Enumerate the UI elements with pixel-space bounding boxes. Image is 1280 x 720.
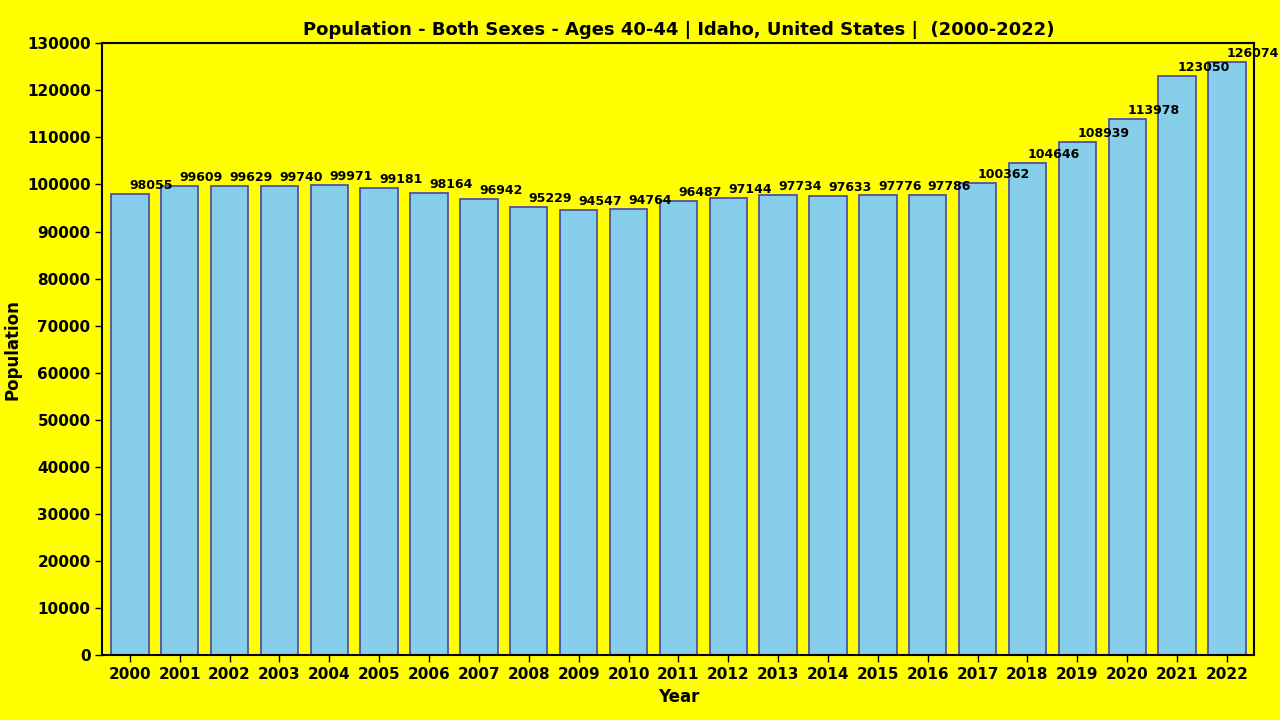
Bar bbox=[311, 184, 348, 655]
Text: 98164: 98164 bbox=[429, 178, 472, 192]
Text: 99629: 99629 bbox=[229, 171, 273, 184]
Text: 98055: 98055 bbox=[129, 179, 173, 192]
Text: 99181: 99181 bbox=[379, 174, 422, 186]
Bar bbox=[909, 195, 946, 655]
Bar bbox=[559, 210, 598, 655]
Text: 97734: 97734 bbox=[778, 180, 822, 193]
Bar bbox=[1059, 143, 1096, 655]
Bar bbox=[659, 201, 698, 655]
Text: 96487: 96487 bbox=[678, 186, 722, 199]
X-axis label: Year: Year bbox=[658, 688, 699, 706]
Text: 95229: 95229 bbox=[529, 192, 572, 205]
Text: 126074: 126074 bbox=[1228, 47, 1279, 60]
Text: 113978: 113978 bbox=[1128, 104, 1179, 117]
Text: 100362: 100362 bbox=[978, 168, 1030, 181]
Bar bbox=[959, 183, 996, 655]
Bar bbox=[809, 196, 846, 655]
Bar bbox=[411, 193, 448, 655]
Bar bbox=[709, 198, 748, 655]
Text: 99740: 99740 bbox=[279, 171, 323, 184]
Bar bbox=[609, 209, 648, 655]
Text: 94547: 94547 bbox=[579, 195, 622, 208]
Bar bbox=[1158, 76, 1196, 655]
Bar bbox=[1208, 62, 1245, 655]
Text: 94764: 94764 bbox=[628, 194, 672, 207]
Bar bbox=[161, 186, 198, 655]
Text: 99971: 99971 bbox=[329, 170, 372, 183]
Bar bbox=[1009, 163, 1046, 655]
Text: 123050: 123050 bbox=[1178, 61, 1230, 74]
Text: 97633: 97633 bbox=[828, 181, 872, 194]
Bar bbox=[111, 194, 148, 655]
Text: 97786: 97786 bbox=[928, 180, 972, 193]
Bar bbox=[759, 195, 797, 655]
Bar bbox=[461, 199, 498, 655]
Text: 99609: 99609 bbox=[179, 171, 223, 184]
Bar bbox=[361, 189, 398, 655]
Text: 108939: 108939 bbox=[1078, 127, 1129, 140]
Bar bbox=[211, 186, 248, 655]
Text: 97144: 97144 bbox=[728, 183, 772, 196]
Y-axis label: Population: Population bbox=[4, 299, 22, 400]
Text: 104646: 104646 bbox=[1028, 148, 1080, 161]
Bar bbox=[511, 207, 548, 655]
Bar bbox=[859, 195, 896, 655]
Text: 97776: 97776 bbox=[878, 180, 922, 193]
Text: 96942: 96942 bbox=[479, 184, 522, 197]
Bar bbox=[1108, 119, 1146, 655]
Bar bbox=[261, 186, 298, 655]
Title: Population - Both Sexes - Ages 40-44 | Idaho, United States |  (2000-2022): Population - Both Sexes - Ages 40-44 | I… bbox=[302, 21, 1055, 39]
